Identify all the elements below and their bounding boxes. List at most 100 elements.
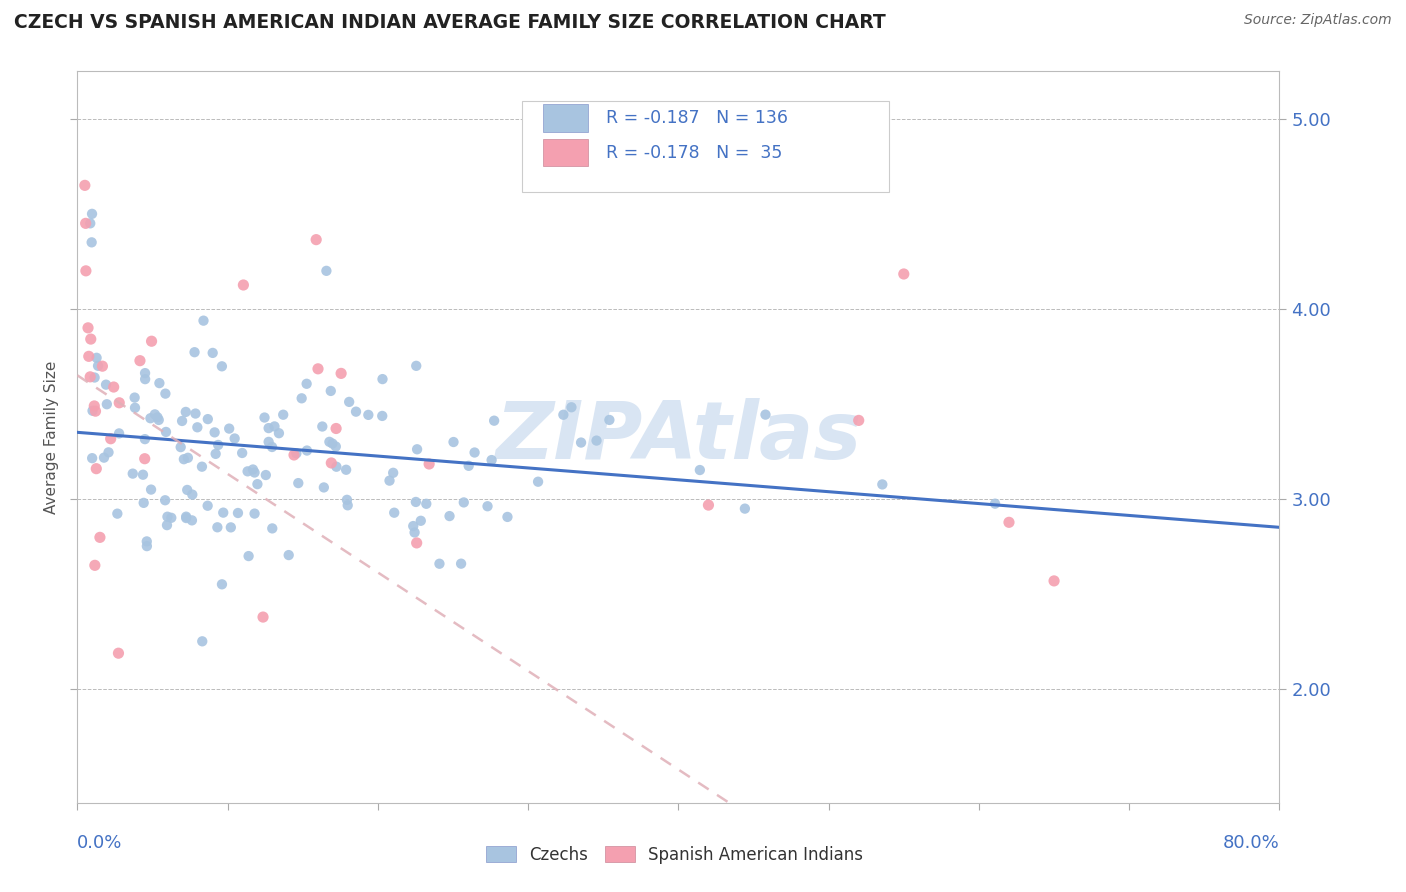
Point <box>319 384 342 398</box>
Legend: Czechs, Spanish American Indians: Czechs, Spanish American Indians <box>479 839 870 871</box>
Point <box>197 499 219 513</box>
Point <box>79 216 101 230</box>
Point <box>97 445 120 459</box>
Point <box>429 557 451 571</box>
Point <box>170 414 193 428</box>
Point <box>371 372 394 386</box>
Point <box>482 414 505 428</box>
Point <box>734 501 756 516</box>
Point <box>337 395 360 409</box>
Point <box>336 498 359 512</box>
Point <box>96 397 118 411</box>
Point <box>450 557 472 571</box>
Point <box>129 353 152 368</box>
Point <box>481 453 503 467</box>
Point <box>79 369 101 384</box>
Point <box>170 440 193 454</box>
Point <box>415 497 437 511</box>
Point <box>271 408 294 422</box>
Point <box>108 396 131 410</box>
Point <box>201 346 224 360</box>
Point <box>100 432 122 446</box>
Point <box>453 495 475 509</box>
Point <box>287 476 309 491</box>
Point <box>134 432 156 446</box>
Point <box>439 509 461 524</box>
Point <box>405 495 427 509</box>
Point <box>243 507 266 521</box>
Point <box>224 432 246 446</box>
Point <box>73 178 96 193</box>
Point <box>984 497 1007 511</box>
Point <box>93 450 115 465</box>
Point <box>181 487 204 501</box>
Point <box>382 466 405 480</box>
Point <box>236 464 259 478</box>
Point <box>121 467 143 481</box>
Point <box>263 419 285 434</box>
Point <box>207 438 229 452</box>
Y-axis label: Average Family Size: Average Family Size <box>44 360 59 514</box>
Point <box>291 392 314 406</box>
Point <box>253 410 276 425</box>
Point <box>998 516 1021 530</box>
Point <box>344 405 367 419</box>
Point <box>197 412 219 426</box>
Point <box>238 549 260 563</box>
Point <box>132 467 155 482</box>
Point <box>418 457 440 471</box>
FancyBboxPatch shape <box>543 138 588 167</box>
Point <box>219 520 242 534</box>
Point <box>83 558 105 573</box>
Point <box>124 401 146 415</box>
FancyBboxPatch shape <box>543 104 588 132</box>
Point <box>211 577 233 591</box>
Point <box>146 410 169 425</box>
Point <box>325 440 347 454</box>
Point <box>409 514 432 528</box>
Point <box>893 267 915 281</box>
Point <box>243 466 266 480</box>
Point <box>212 506 235 520</box>
Point <box>107 646 129 660</box>
Point <box>330 367 353 381</box>
Point <box>191 634 214 648</box>
Point <box>283 448 305 462</box>
Point <box>174 511 197 525</box>
Text: Source: ZipAtlas.com: Source: ZipAtlas.com <box>1244 13 1392 28</box>
Point <box>257 434 280 449</box>
Point <box>173 452 195 467</box>
Point <box>174 509 197 524</box>
Point <box>218 421 240 435</box>
Text: R = -0.187   N = 136: R = -0.187 N = 136 <box>606 109 789 128</box>
Point <box>231 446 253 460</box>
Point <box>872 477 894 491</box>
Point <box>848 413 870 427</box>
Point <box>371 409 394 423</box>
Point <box>312 480 335 494</box>
Point <box>464 445 486 459</box>
Point <box>295 376 318 391</box>
Point <box>1043 574 1066 588</box>
Point <box>335 463 357 477</box>
Point <box>143 408 166 422</box>
Point <box>103 380 125 394</box>
Point <box>406 442 429 457</box>
Point <box>527 475 550 489</box>
Point <box>307 361 329 376</box>
Point <box>82 403 104 417</box>
Point <box>108 426 131 441</box>
Point <box>315 264 337 278</box>
Point <box>226 506 249 520</box>
Point <box>82 451 104 466</box>
Point <box>139 483 162 497</box>
Point <box>141 334 163 349</box>
Point <box>176 483 198 497</box>
FancyBboxPatch shape <box>522 101 889 192</box>
Point <box>75 264 97 278</box>
Point <box>211 359 233 374</box>
Point <box>321 456 343 470</box>
Point <box>183 345 205 359</box>
Point <box>325 459 347 474</box>
Point <box>336 492 359 507</box>
